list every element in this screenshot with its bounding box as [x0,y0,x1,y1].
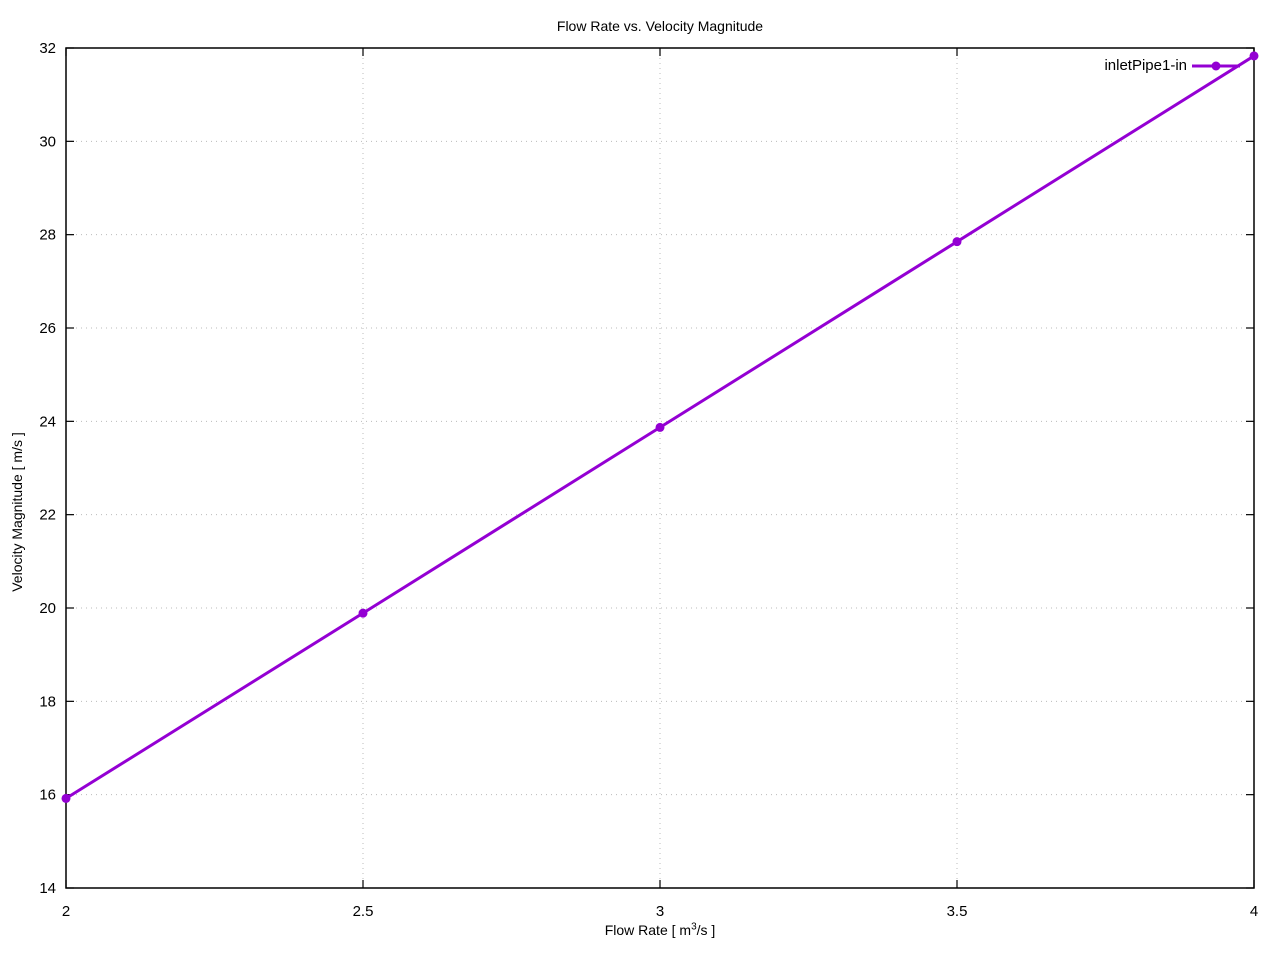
x-axis-label-pre: Flow Rate [ m [604,922,692,938]
data-point-marker [358,608,368,618]
plot-border [65,47,1255,889]
y-axis-label: Velocity Magnitude [ m/s ] [9,432,25,592]
y-tick-label: 24 [39,413,56,430]
x-axis-label-post: /s ] [696,922,716,938]
y-tick-label: 14 [39,880,56,897]
x-tick-label: 2.5 [353,903,374,920]
x-tick-label: 3 [656,903,664,920]
data-point-marker [952,237,962,247]
x-tick-label: 4 [1250,903,1258,920]
y-tick-label: 16 [39,787,56,804]
y-tick-label: 18 [39,693,56,710]
x-axis-label-sup: 3 [691,921,697,933]
x-tick-label: 2 [62,903,70,920]
y-tick-label: 30 [39,133,56,150]
y-tick-label: 32 [39,40,56,57]
y-tick-label: 26 [39,320,56,337]
data-point-marker [1249,51,1259,61]
x-tick-label: 3.5 [947,903,968,920]
y-tick-label: 22 [39,507,56,524]
data-point-marker [61,793,71,803]
legend-label: inletPipe1-in [1104,57,1187,74]
chart-title: Flow Rate vs. Velocity Magnitude [556,18,764,34]
x-axis-label: Flow Rate [ m3/s ] [66,922,1254,938]
legend-point-marker [1211,61,1221,71]
y-tick-label: 28 [39,227,56,244]
y-tick-label: 20 [39,600,56,617]
data-point-marker [655,422,665,432]
